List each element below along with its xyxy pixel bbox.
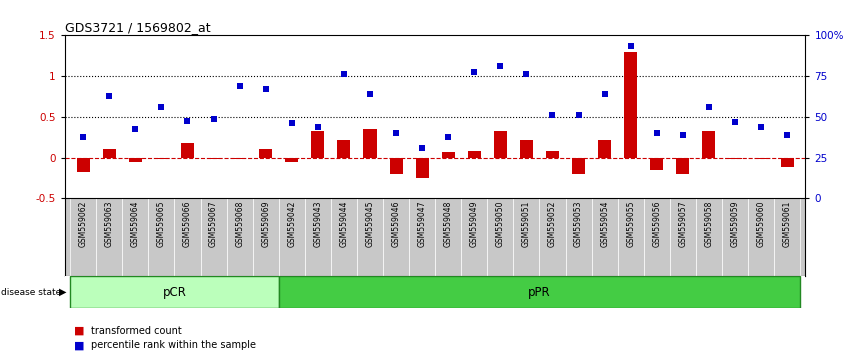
Bar: [598, 139, 611, 158]
Text: disease state: disease state: [1, 287, 61, 297]
Bar: [748, 198, 774, 276]
Bar: [148, 198, 174, 276]
Bar: [722, 198, 748, 276]
Bar: [650, 158, 663, 170]
Text: GSM559047: GSM559047: [417, 201, 427, 247]
Bar: [285, 158, 298, 161]
Text: GSM559062: GSM559062: [79, 201, 87, 247]
Text: ■: ■: [74, 340, 84, 350]
Text: GSM559057: GSM559057: [678, 201, 688, 247]
Bar: [643, 198, 669, 276]
Bar: [70, 198, 96, 276]
Bar: [259, 149, 272, 158]
Bar: [520, 139, 533, 158]
Bar: [279, 198, 305, 276]
Text: GSM559061: GSM559061: [783, 201, 792, 247]
Bar: [338, 139, 351, 158]
Text: percentile rank within the sample: percentile rank within the sample: [91, 340, 256, 350]
Bar: [207, 158, 220, 159]
Bar: [572, 158, 585, 174]
Text: GSM559058: GSM559058: [704, 201, 714, 247]
Bar: [357, 198, 383, 276]
Bar: [462, 198, 488, 276]
Text: GSM559059: GSM559059: [731, 201, 740, 247]
Text: GSM559069: GSM559069: [262, 201, 270, 247]
Bar: [227, 198, 253, 276]
Bar: [155, 158, 168, 159]
Text: GSM559060: GSM559060: [757, 201, 766, 247]
Text: GSM559045: GSM559045: [365, 201, 374, 247]
Bar: [181, 143, 194, 158]
Bar: [279, 276, 800, 308]
Bar: [253, 198, 279, 276]
Text: GSM559044: GSM559044: [339, 201, 348, 247]
Bar: [311, 131, 325, 158]
Bar: [442, 152, 455, 158]
Bar: [96, 198, 122, 276]
Bar: [669, 198, 696, 276]
Bar: [676, 158, 689, 174]
Text: GSM559054: GSM559054: [600, 201, 609, 247]
Bar: [702, 131, 715, 158]
Bar: [565, 198, 591, 276]
Text: GSM559068: GSM559068: [236, 201, 244, 247]
Text: GSM559052: GSM559052: [548, 201, 557, 247]
Text: GSM559066: GSM559066: [183, 201, 192, 247]
Bar: [540, 198, 565, 276]
Text: GSM559063: GSM559063: [105, 201, 113, 247]
Bar: [514, 198, 540, 276]
Text: ■: ■: [74, 326, 84, 336]
Bar: [201, 198, 227, 276]
Bar: [591, 198, 617, 276]
Text: GSM559065: GSM559065: [157, 201, 166, 247]
Bar: [546, 151, 559, 158]
Text: GSM559046: GSM559046: [391, 201, 401, 247]
Text: pCR: pCR: [163, 286, 186, 298]
Bar: [383, 198, 409, 276]
Bar: [416, 158, 429, 178]
Bar: [174, 198, 201, 276]
Text: GSM559050: GSM559050: [496, 201, 505, 247]
Text: ▶: ▶: [59, 287, 67, 297]
Bar: [390, 158, 403, 174]
Text: GDS3721 / 1569802_at: GDS3721 / 1569802_at: [65, 21, 210, 34]
Text: GSM559042: GSM559042: [288, 201, 296, 247]
Text: GSM559049: GSM559049: [469, 201, 479, 247]
Text: transformed count: transformed count: [91, 326, 182, 336]
Bar: [617, 198, 643, 276]
Text: GSM559048: GSM559048: [443, 201, 453, 247]
Text: GSM559053: GSM559053: [574, 201, 583, 247]
Text: GSM559051: GSM559051: [522, 201, 531, 247]
Bar: [754, 158, 767, 159]
Bar: [696, 198, 722, 276]
Bar: [103, 149, 116, 158]
Bar: [774, 198, 800, 276]
Bar: [728, 158, 741, 159]
Bar: [129, 158, 142, 161]
Bar: [77, 158, 90, 172]
Bar: [70, 276, 279, 308]
Bar: [494, 131, 507, 158]
Bar: [331, 198, 357, 276]
Text: GSM559043: GSM559043: [313, 201, 322, 247]
Bar: [122, 198, 148, 276]
Bar: [233, 158, 246, 159]
Text: GSM559067: GSM559067: [209, 201, 218, 247]
Bar: [780, 158, 793, 167]
Text: GSM559064: GSM559064: [131, 201, 139, 247]
Bar: [409, 198, 435, 276]
Bar: [436, 198, 462, 276]
Text: GSM559055: GSM559055: [626, 201, 635, 247]
Bar: [305, 198, 331, 276]
Text: GSM559056: GSM559056: [652, 201, 662, 247]
Text: pPR: pPR: [528, 286, 551, 298]
Bar: [468, 151, 481, 158]
Bar: [364, 129, 377, 158]
Bar: [488, 198, 514, 276]
Bar: [624, 52, 637, 158]
